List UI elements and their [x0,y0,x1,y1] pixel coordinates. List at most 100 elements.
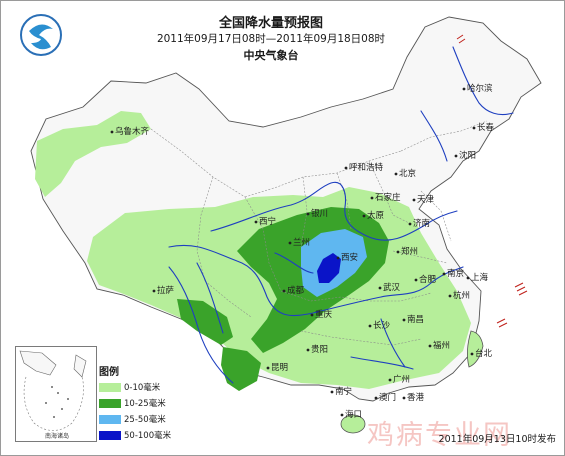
city-label: 贵阳 [311,345,329,355]
city-dot [412,198,416,202]
legend-swatch [99,382,121,392]
city-label: 济南 [413,219,431,229]
south-china-sea-inset [15,346,97,442]
city-dot [368,324,372,328]
wind-symbols [456,34,528,328]
city-label: 石家庄 [375,193,401,203]
city-label: 郑州 [401,247,419,257]
city-dot [340,413,344,417]
city-dot [402,396,406,400]
legend-item: 50-100毫米 [99,429,189,441]
legend-label: 50-100毫米 [124,431,172,441]
rain-zone-10-25-south [177,299,233,345]
city-dot [306,212,310,216]
city-dot [396,250,400,254]
map-title: 全国降水量预报图 [218,16,323,31]
legend-swatch [99,414,121,424]
city-label: 太原 [367,211,385,221]
legend-item: 25-50毫米 [99,413,189,425]
city-dot [408,222,412,226]
map-title-block: 全国降水量预报图 2011年09月17日08时—2011年09月18日08时 中… [151,15,391,64]
city-dot [388,378,392,382]
city-label: 福州 [433,341,451,351]
city-dot [282,289,286,293]
city-dot [370,196,374,200]
city-dot [306,348,310,352]
city-dot [152,289,156,293]
city-label: 香港 [407,393,425,403]
city-dot [288,241,292,245]
legend-swatch [99,398,121,408]
city-label: 南宁 [335,387,353,397]
city-label: 广州 [393,375,411,385]
legend-item: 0-10毫米 [99,381,189,393]
city-dot [454,154,458,158]
city-label: 长春 [477,123,495,133]
city-label: 南京 [447,269,465,279]
city-label: 呼和浩特 [349,163,384,173]
city-dot [466,276,470,280]
city-label: 成都 [287,286,305,296]
city-dot [448,294,452,298]
city-label: 武汉 [383,283,401,293]
city-dot [330,390,334,394]
legend-item: 10-25毫米 [99,397,189,409]
city-label: 西宁 [259,217,277,227]
city-label: 乌鲁木齐 [115,127,150,137]
city-label: 兰州 [293,238,311,248]
legend-label: 10-25毫米 [124,399,166,409]
city-label: 银川 [311,209,329,219]
legend-swatch [99,430,121,440]
city-label: 西安 [341,253,359,263]
rain-zone-0-10-northwest [35,111,151,197]
watermark: 鸡病专业网 [367,420,512,451]
city-dot [472,126,476,130]
city-dot [336,256,340,260]
city-dot [310,313,314,317]
legend-label: 0-10毫米 [124,383,161,393]
city-dot [462,87,466,91]
inset-map [19,350,87,431]
legend-label: 25-50毫米 [124,415,166,425]
city-label: 哈尔滨 [467,84,493,94]
hainan-island [340,414,366,434]
city-label: 拉萨 [157,286,175,296]
city-dot [402,318,406,322]
city-label: 海口 [345,410,363,420]
legend: 图例 0-10毫米 10-25毫米 25-50毫米 50-100毫米 [99,363,189,445]
province-boundaries [150,120,488,346]
city-label: 合肥 [419,275,437,285]
rivers [168,46,514,384]
taiwan-island [467,330,484,368]
rain-zone-50-100 [317,253,341,283]
city-label: 长沙 [373,321,391,331]
city-dot [414,278,418,282]
city-dot [362,214,366,218]
city-dot [470,352,474,356]
city-dot [266,366,270,370]
city-label: 台北 [475,349,493,359]
legend-title: 图例 [99,367,119,378]
city-dot [378,286,382,290]
city-label: 北京 [399,169,417,179]
city-dot [344,166,348,170]
city-label: 杭州 [453,291,471,301]
cma-logo-icon [20,14,62,56]
issued-time: 2011年09月13日10时发布 [438,434,556,445]
city-label: 沈阳 [459,151,477,161]
city-label: 南昌 [407,315,425,325]
city-label: 重庆 [315,310,333,320]
map-agency: 中央气象台 [243,49,299,62]
city-label: 澳门 [379,393,397,403]
map-period: 2011年09月17日08时—2011年09月18日08时 [156,33,386,45]
city-dot [442,272,446,276]
city-label: 上海 [471,273,489,283]
city-dot [254,220,258,224]
city-dot [374,396,378,400]
rain-zone-10-25-yunnan [221,347,261,391]
city-label: 天津 [417,195,435,205]
city-dot [428,344,432,348]
city-dot [394,172,398,176]
